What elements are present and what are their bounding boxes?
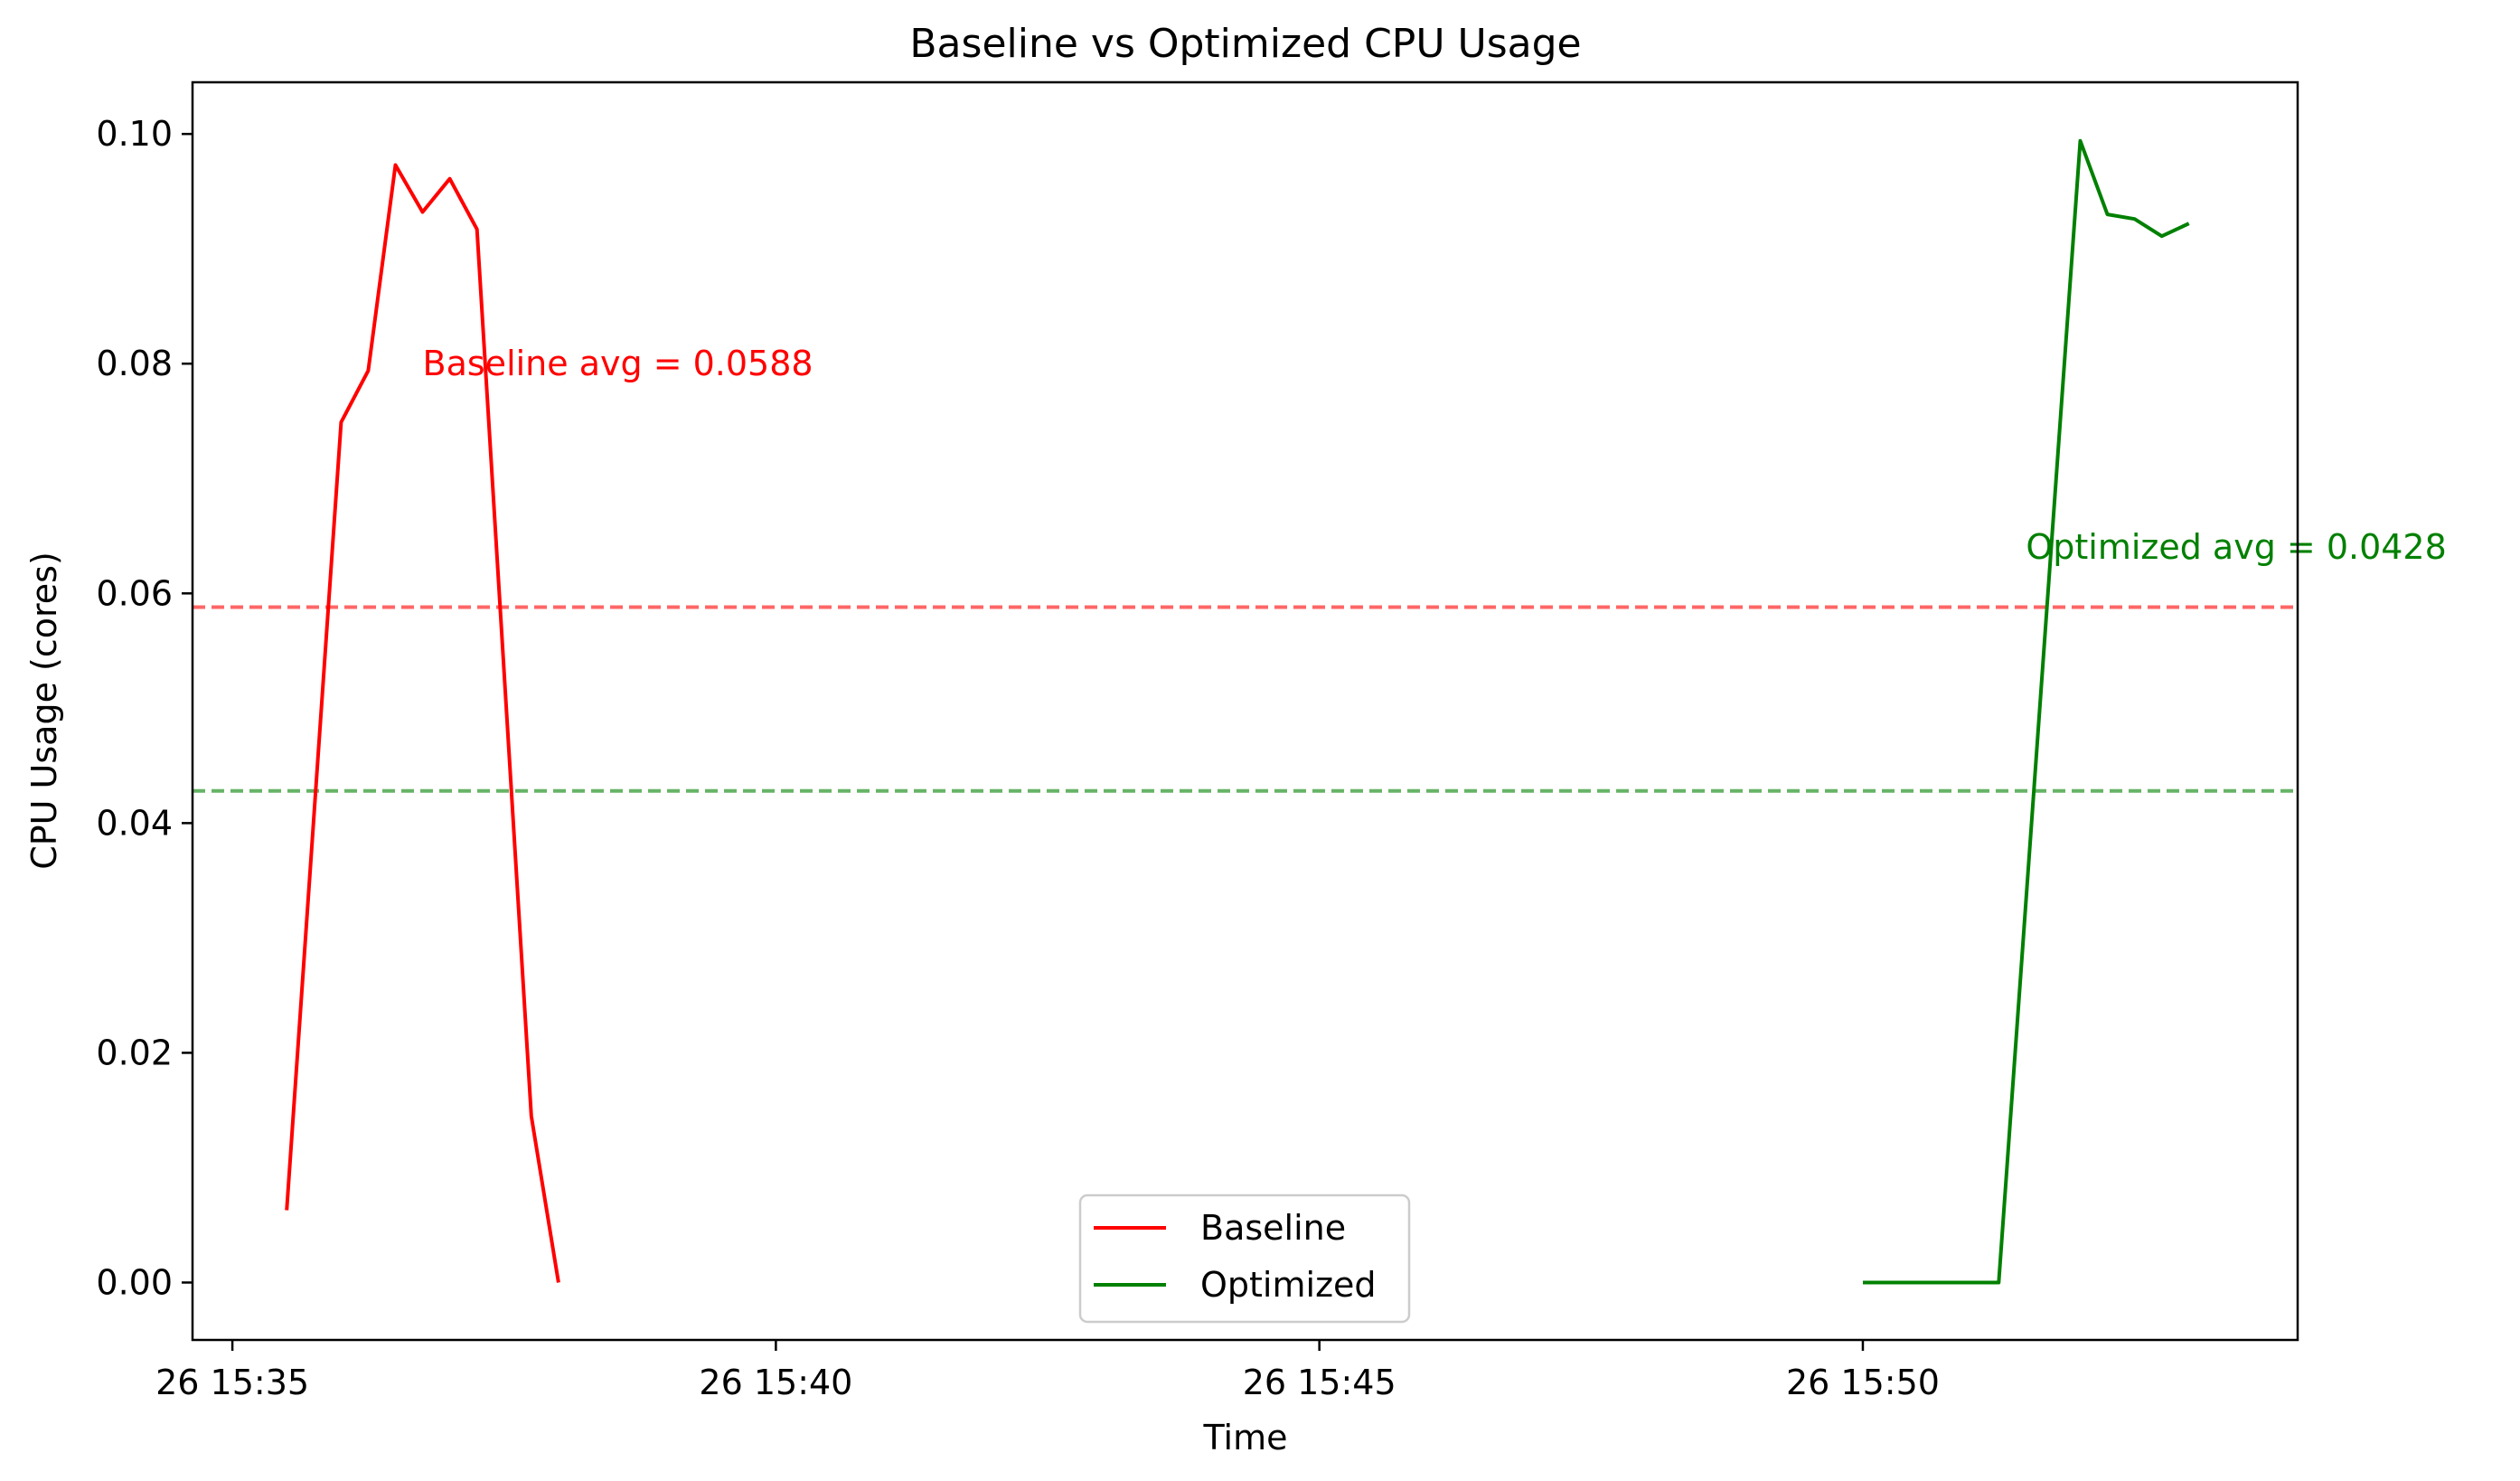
series-line-optimized xyxy=(1863,138,2190,1285)
y-tick-label: 0.02 xyxy=(96,1033,173,1072)
x-tick-label: 26 15:50 xyxy=(1786,1363,1940,1402)
annotation-0: Baseline avg = 0.0588 xyxy=(423,344,813,383)
x-axis-ticks: 26 15:35 26 15:40 26 15:45 26 15:50 xyxy=(155,1340,1940,1402)
reference-lines xyxy=(193,605,2298,793)
legend-items: Baseline Optimized xyxy=(1094,1208,1377,1305)
plot-frame xyxy=(191,80,2299,1342)
annotations: Baseline avg = 0.0588 Optimized avg = 0.0… xyxy=(423,344,2447,567)
y-tick-label: 0.08 xyxy=(96,344,173,383)
x-tick-label: 26 15:45 xyxy=(1243,1363,1396,1402)
series-line-baseline xyxy=(285,163,560,1283)
x-tick-label: 26 15:35 xyxy=(155,1363,309,1402)
y-tick-label: 0.06 xyxy=(96,573,173,613)
x-axis-label: Time xyxy=(1203,1418,1288,1457)
x-tick-label: 26 15:40 xyxy=(699,1363,852,1402)
y-tick-label: 0.10 xyxy=(96,114,173,154)
plot-series xyxy=(285,138,2190,1285)
y-axis-ticks: 0.00 0.02 0.04 0.06 0.08 0.10 xyxy=(96,114,193,1302)
legend-label-optimized: Optimized xyxy=(1200,1265,1377,1305)
y-tick-label: 0.00 xyxy=(96,1262,173,1302)
chart-title: Baseline vs Optimized CPU Usage xyxy=(909,21,1581,67)
legend: Baseline Optimized xyxy=(1078,1193,1411,1324)
annotation-1: Optimized avg = 0.0428 xyxy=(2026,527,2446,567)
y-axis-label: CPU Usage (cores) xyxy=(24,552,64,870)
y-tick-label: 0.04 xyxy=(96,803,173,843)
legend-label-baseline: Baseline xyxy=(1200,1208,1346,1248)
